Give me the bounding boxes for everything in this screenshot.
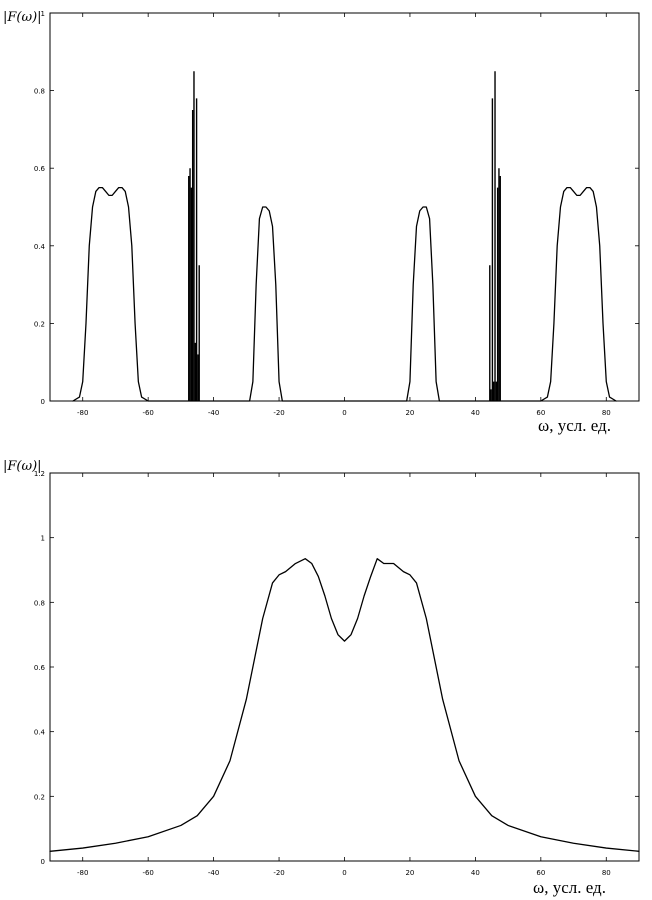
x-tick-label: 60 xyxy=(536,409,545,417)
x-tick-label: 80 xyxy=(602,869,611,877)
y-tick-label: 0.6 xyxy=(34,664,46,672)
chart-panel-1: -80 -60 -40 -20 0 20 40 60 80 0 0.2 0.4 0.6 0.8 1|F(ω)… xyxy=(3,10,640,435)
x-axis-label: ω, усл. ед. xyxy=(533,878,606,897)
y-axis-label: |F(ω)| xyxy=(3,459,42,474)
y-tick-label: 0.4 xyxy=(34,729,46,737)
y-tick-label: 0.2 xyxy=(34,793,45,801)
x-tick-label: 60 xyxy=(536,869,545,877)
x-tick-label: 0 xyxy=(342,409,346,417)
y-tick-label: 1.2 xyxy=(34,470,45,478)
x-tick-label: -60 xyxy=(142,869,153,877)
x-tick-label: -20 xyxy=(273,409,284,417)
y-tick-label: 0 xyxy=(41,398,45,406)
y-tick-label: 0.6 xyxy=(34,165,46,173)
y-tick-label: 1 xyxy=(41,535,45,543)
x-tick-label: -40 xyxy=(208,409,219,417)
x-tick-label: 40 xyxy=(471,409,480,417)
y-tick-label: 0.8 xyxy=(34,599,45,607)
x-axis-label: ω, усл. ед. xyxy=(538,416,611,435)
x-tick-label: -80 xyxy=(77,869,88,877)
x-tick-label: 0 xyxy=(342,869,346,877)
chart-panel-2: -80 -60 -40 -20 0 20 40 60 80 0 0.2 0.4 0.6 0.8 1 1.2|F… xyxy=(3,459,640,897)
y-tick-label: 0.4 xyxy=(34,243,46,251)
y-tick-label: 1 xyxy=(41,10,45,18)
y-tick-label: 0 xyxy=(41,858,45,866)
plot-frame xyxy=(49,472,640,862)
x-tick-label: -40 xyxy=(208,869,219,877)
x-tick-label: 80 xyxy=(602,409,611,417)
x-tick-label: 20 xyxy=(405,869,414,877)
y-axis-label: |F(ω)| xyxy=(3,10,42,25)
y-tick-label: 0.8 xyxy=(34,88,45,96)
x-tick-label: 20 xyxy=(405,409,414,417)
plot-frame xyxy=(49,12,640,402)
x-tick-label: -80 xyxy=(77,409,88,417)
x-tick-label: 40 xyxy=(471,869,480,877)
x-tick-label: -20 xyxy=(273,869,284,877)
series-line-1 xyxy=(72,186,617,402)
x-tick-label: -60 xyxy=(142,409,153,417)
series-line-1 xyxy=(49,558,640,852)
y-tick-label: 0.2 xyxy=(34,320,45,328)
